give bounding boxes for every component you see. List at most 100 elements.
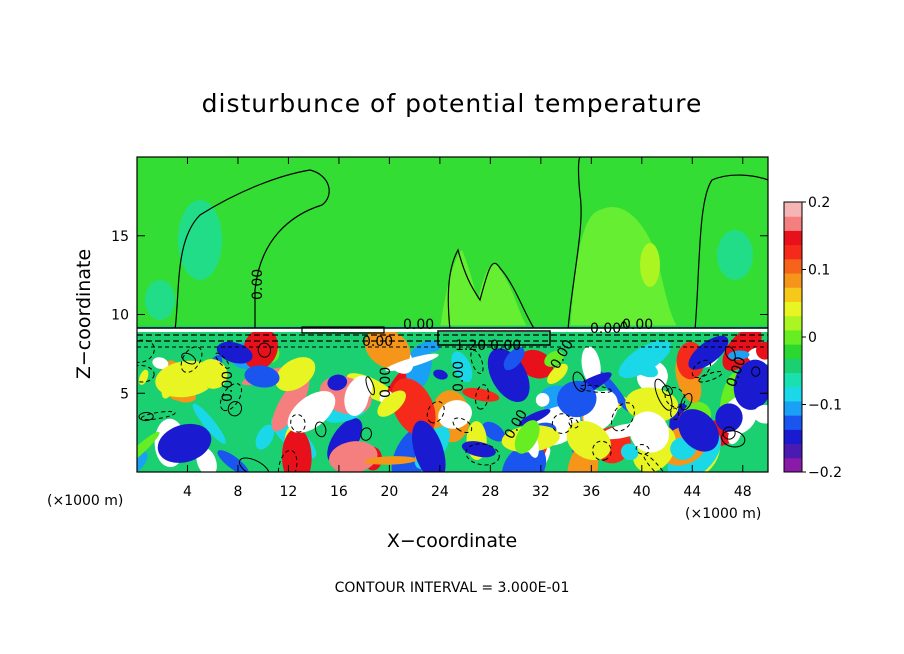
y-axis-label: Z−coordinate [73,249,95,379]
contour-label: 1.20 [455,338,486,354]
colorbar-swatch [784,230,802,246]
field-patch [733,359,768,410]
field-patch [137,431,160,471]
colorbar-swatch [784,400,802,416]
field-patch [161,365,179,399]
field-patch [620,443,639,461]
contour-line [140,410,176,421]
field-patch [535,393,550,407]
field-patch [287,391,336,433]
x-tick-label: 8 [233,484,242,500]
chart-title: disturbunce of potential temperature [202,89,703,118]
contour-line [447,248,536,331]
colorbar: 0.2 0.1 0 −0.1 −0.2 [783,195,842,481]
contour-line [137,339,155,363]
field-patch [557,380,597,418]
colorbar-swatch [784,202,802,217]
contour-line [426,401,445,424]
field-patch [138,369,149,385]
colorbar-swatch [784,244,802,260]
x-tick-label: 48 [734,484,752,500]
field-patch [629,411,670,453]
field-patch [629,357,658,378]
colorbar-tick-label: 0.2 [808,195,830,211]
interface-band [137,328,768,332]
field-patch [152,357,169,370]
field-patch [547,363,568,385]
contour-label: 0.00 [590,321,621,337]
x-tick-label: 32 [532,484,550,500]
field-patch [518,349,554,379]
x-tick-label: 12 [280,484,298,500]
contour-box [301,326,385,334]
contour-label: 0.00 [451,361,467,392]
field-patch [327,374,348,391]
colorbar-swatch [784,258,802,274]
contour-line [567,157,582,331]
contour-line [698,371,723,383]
contour-label: 0.00 [220,371,236,402]
x-tick-label: 44 [683,484,701,500]
field-patch [197,358,228,389]
x-tick-label: 16 [330,484,348,500]
contour-line [751,366,761,377]
contour-line [465,443,500,466]
contour-line [579,384,612,394]
x-tick-label: 20 [380,484,398,500]
contour-line [452,417,473,434]
field-patch [688,335,729,370]
contour-line [475,384,489,410]
field-patch [385,353,439,372]
field-patch [244,365,280,388]
contour-line [215,352,230,369]
colorbar-tick-label: −0.1 [808,398,842,414]
contour-line [360,427,373,441]
field-patch [482,421,505,442]
field-patch [217,450,249,472]
x-tick-label: 28 [481,484,499,500]
field-patch [581,346,601,385]
colorbar-swatch [784,358,802,374]
contour-line [680,393,693,411]
field-patch [598,371,631,413]
colorbar-swatch [784,216,802,231]
upper-green-light-patch [570,206,680,330]
field-patch [518,409,551,426]
x-axis-label: X−coordinate [387,530,517,552]
field-patch [678,409,719,452]
contour-line [227,401,243,417]
field-patch [601,423,645,440]
colorbar-swatch [784,287,802,302]
contour-line [174,169,330,331]
y-tick-label: 10 [111,308,129,324]
field-patch [618,340,671,379]
contour-label: 0.00 [622,317,653,333]
field-patch [377,390,406,417]
field-patch [451,351,473,383]
x-tick-label: 40 [633,484,651,500]
contour-line [568,417,579,429]
colorbar-swatch [784,457,802,473]
contour-line [470,349,484,374]
contour-line [257,342,272,358]
contour-line [551,413,573,434]
contour-label: 0.00 [250,269,266,300]
y-tick-label: 15 [111,229,129,245]
contour-line [572,371,586,392]
y-tick-label: 5 [120,386,129,402]
contour-line [664,387,686,408]
colorbar-swatch [784,344,802,359]
field-patch [365,328,411,369]
field-patch [514,420,540,454]
field-patch [756,341,768,360]
field-patch [438,400,472,429]
contour-label: 0.00 [362,334,393,350]
field-patch [566,420,611,461]
contour-label: 0.00 [490,338,521,354]
colorbar-swatch [784,443,802,459]
colorbar-swatch [784,329,802,345]
x-tick-label: 4 [183,484,192,500]
contour-label: 0.00 [403,317,434,333]
